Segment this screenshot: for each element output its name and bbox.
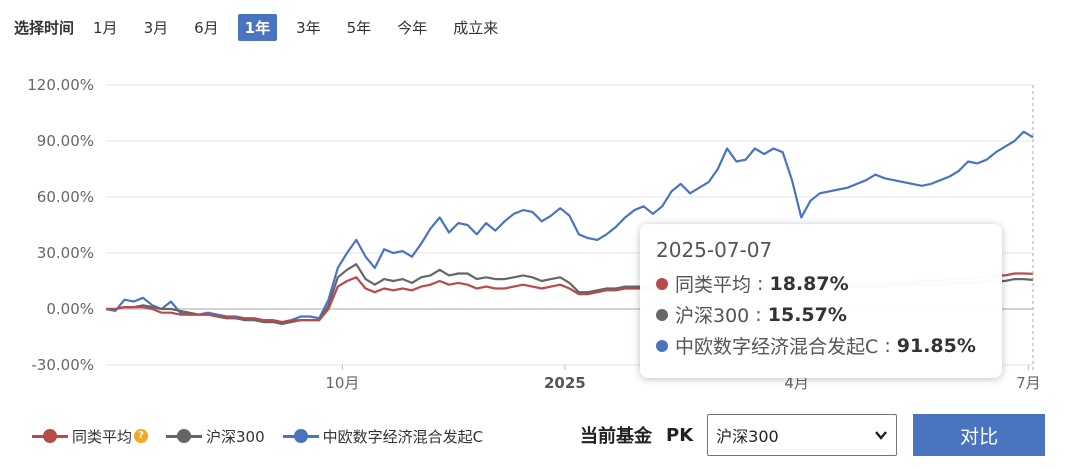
category-avg-dot-icon — [656, 277, 668, 290]
legend-label: 沪深300 — [206, 427, 265, 446]
compare-button[interactable]: 对比 — [913, 414, 1046, 456]
pk-label: PK — [666, 424, 694, 446]
tooltip-row-fund: 中欧数字经济混合发起C : 91.85% — [656, 330, 986, 361]
tooltip-series-value: 18.87% — [769, 272, 849, 295]
y-tick-label: 90.00% — [37, 132, 94, 150]
legend-label: 同类平均 — [72, 427, 133, 446]
legend-label: 中欧数字经济混合发起C — [322, 427, 484, 446]
range-option-3m[interactable]: 3月 — [143, 18, 169, 37]
fund-compare-panel: 当前基金 PK 沪深300 对比 — [580, 414, 1046, 456]
tooltip-date: 2025-07-07 — [656, 238, 773, 262]
compare-target-value: 沪深300 — [716, 427, 779, 446]
range-option-5y[interactable]: 5年 — [346, 18, 372, 37]
range-option-6m[interactable]: 6月 — [194, 18, 219, 37]
y-tick-label: -30.00% — [31, 356, 94, 374]
csi300-dot-icon — [656, 308, 668, 321]
hover-tooltip: 2025-07-07 同类平均 : 18.87% 沪深300 : 15.57% … — [640, 224, 1002, 378]
tooltip-row-category-avg: 同类平均 : 18.87% — [656, 268, 986, 299]
y-tick-label: 30.00% — [37, 244, 94, 262]
range-option-ytd[interactable]: 今年 — [397, 18, 428, 37]
x-axis-ticks: 10月 2025 4月 7月 — [325, 365, 1041, 392]
range-option-3y[interactable]: 3年 — [296, 18, 321, 37]
tooltip-series-name: 中欧数字经济混合发起C — [675, 336, 879, 358]
tooltip-series-value: 15.57% — [767, 303, 847, 326]
legend-line-marker-icon — [166, 429, 203, 443]
legend-item-fund[interactable]: 中欧数字经济混合发起C — [282, 426, 484, 447]
x-tick-label: 7月 — [1016, 374, 1041, 392]
time-range-selector: 选择时间 1月 3月 6月 1年 3年 5年 今年 成立来 — [14, 12, 517, 42]
range-option-1y[interactable]: 1年 — [237, 13, 278, 41]
tooltip-series-value: 91.85% — [896, 334, 976, 357]
tooltip-series-name: 同类平均 — [675, 274, 752, 296]
range-option-since-inception[interactable]: 成立来 — [453, 18, 499, 37]
x-tick-label: 4月 — [784, 374, 809, 392]
legend-item-csi300[interactable]: 沪深300 — [166, 426, 265, 447]
chart-legend: 同类平均 ? 沪深300 中欧数字经济混合发起C — [32, 424, 501, 448]
legend-item-category-avg[interactable]: 同类平均 ? — [32, 426, 149, 447]
legend-line-marker-icon — [282, 429, 319, 443]
legend-line-marker-icon — [32, 429, 68, 443]
compare-target-select[interactable]: 沪深300 — [707, 414, 898, 456]
x-tick-label: 10月 — [325, 374, 359, 392]
time-range-label: 选择时间 — [14, 18, 75, 37]
x-tick-label: 2025 — [544, 374, 586, 392]
current-fund-label: 当前基金 — [580, 426, 652, 447]
tooltip-row-csi300: 沪深300 : 15.57% — [656, 299, 986, 330]
tooltip-series-name: 沪深300 — [675, 305, 750, 327]
y-tick-label: 120.00% — [27, 76, 94, 94]
y-axis-ticks: -30.00% 0.00% 30.00% 60.00% 90.00% 120.00% — [27, 76, 94, 374]
fund-dot-icon — [656, 339, 668, 352]
y-tick-label: 60.00% — [37, 188, 94, 206]
y-tick-label: 0.00% — [46, 300, 94, 318]
chevron-down-icon — [875, 431, 888, 440]
help-question-icon[interactable]: ? — [134, 429, 149, 443]
range-option-1m[interactable]: 1月 — [93, 18, 118, 37]
